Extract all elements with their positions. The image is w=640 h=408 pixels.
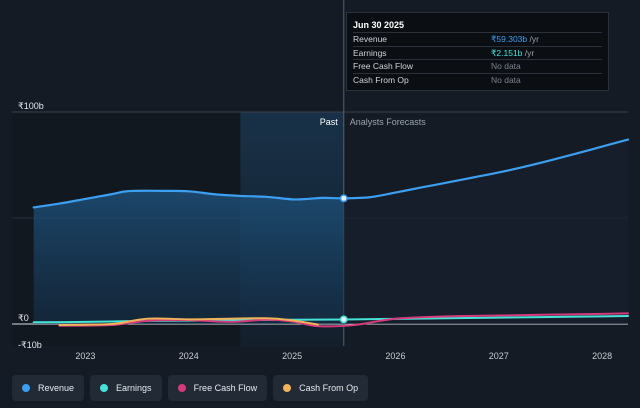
tooltip-row-earnings: Earnings ₹2.151b /yr [353, 45, 602, 60]
tooltip-row-cash-from-op: Cash From Op No data [353, 72, 602, 87]
tooltip-row-free-cash-flow: Free Cash Flow No data [353, 59, 602, 73]
chart-area: ₹100b ₹0 -₹10b 2023 2024 2025 2026 2027 2028 Past… [12, 0, 630, 361]
tooltip-row-value: ₹59.303b /yr [491, 33, 539, 46]
legend-item-earnings[interactable]: Earnings [90, 375, 162, 401]
x-tick-label: 2027 [489, 351, 509, 361]
tooltip-unit: /yr [527, 34, 539, 44]
legend-label: Earnings [116, 383, 152, 393]
marker-revenue [339, 194, 348, 203]
marker-earnings [339, 315, 348, 324]
x-tick-label: 2024 [179, 351, 199, 361]
tooltip-row-name: Cash From Op [353, 74, 409, 85]
tooltip-row-name: Free Cash Flow [353, 61, 413, 72]
tooltip-value-free-cash-flow: No data [491, 61, 521, 72]
legend-dot-icon [100, 384, 109, 392]
revenue-area-forecast [343, 139, 628, 324]
y-tick-label: ₹100b [18, 101, 44, 111]
tooltip-value-earnings: ₹2.151b [491, 47, 523, 58]
legend-label: Cash From Op [299, 383, 359, 393]
tooltip-row-name: Revenue [353, 34, 388, 44]
legend-dot-icon [283, 384, 292, 392]
tooltip-row-value: ₹2.151b /yr [491, 47, 534, 60]
revenue-area-past [33, 190, 344, 324]
legend: Revenue Earnings Free Cash Flow Cash Fro… [12, 375, 369, 401]
legend-item-revenue[interactable]: Revenue [12, 375, 85, 401]
series-line-free-cash-flow [58, 312, 629, 328]
legend-label: Free Cash Flow [193, 383, 258, 393]
tooltip-date: Jun 30 2025 [353, 20, 405, 30]
past-label: Past [320, 117, 339, 127]
tooltip-unit: /yr [522, 47, 535, 58]
y-tick-label: ₹0 [18, 313, 29, 323]
tooltip-row-name: Earnings [353, 47, 387, 58]
legend-dot-icon [22, 384, 30, 392]
x-tick-label: 2028 [592, 351, 612, 361]
tooltip-row-value: No data [491, 74, 521, 87]
y-tick-label: -₹10b [18, 340, 42, 350]
tooltip-row-value: No data [491, 60, 521, 73]
tooltip: Jun 30 2025 Revenue ₹59.303b /yr Earning… [346, 12, 609, 91]
legend-item-cash-from-op[interactable]: Cash From Op [273, 375, 369, 401]
x-tick-label: 2025 [282, 351, 302, 361]
forecast-label: Analysts Forecasts [350, 117, 427, 127]
tooltip-value-revenue: ₹59.303b [491, 34, 528, 44]
tooltip-row-revenue: Revenue ₹59.303b /yr [353, 32, 602, 46]
legend-label: Revenue [38, 383, 75, 393]
legend-dot-icon [177, 384, 186, 392]
x-tick-label: 2023 [75, 351, 95, 361]
x-tick-label: 2026 [385, 351, 405, 361]
tooltip-value-cash-from-op: No data [491, 74, 521, 85]
series-line-revenue [32, 138, 630, 209]
legend-item-free-cash-flow[interactable]: Free Cash Flow [167, 375, 268, 401]
series-line-cash-from-op [58, 317, 319, 327]
